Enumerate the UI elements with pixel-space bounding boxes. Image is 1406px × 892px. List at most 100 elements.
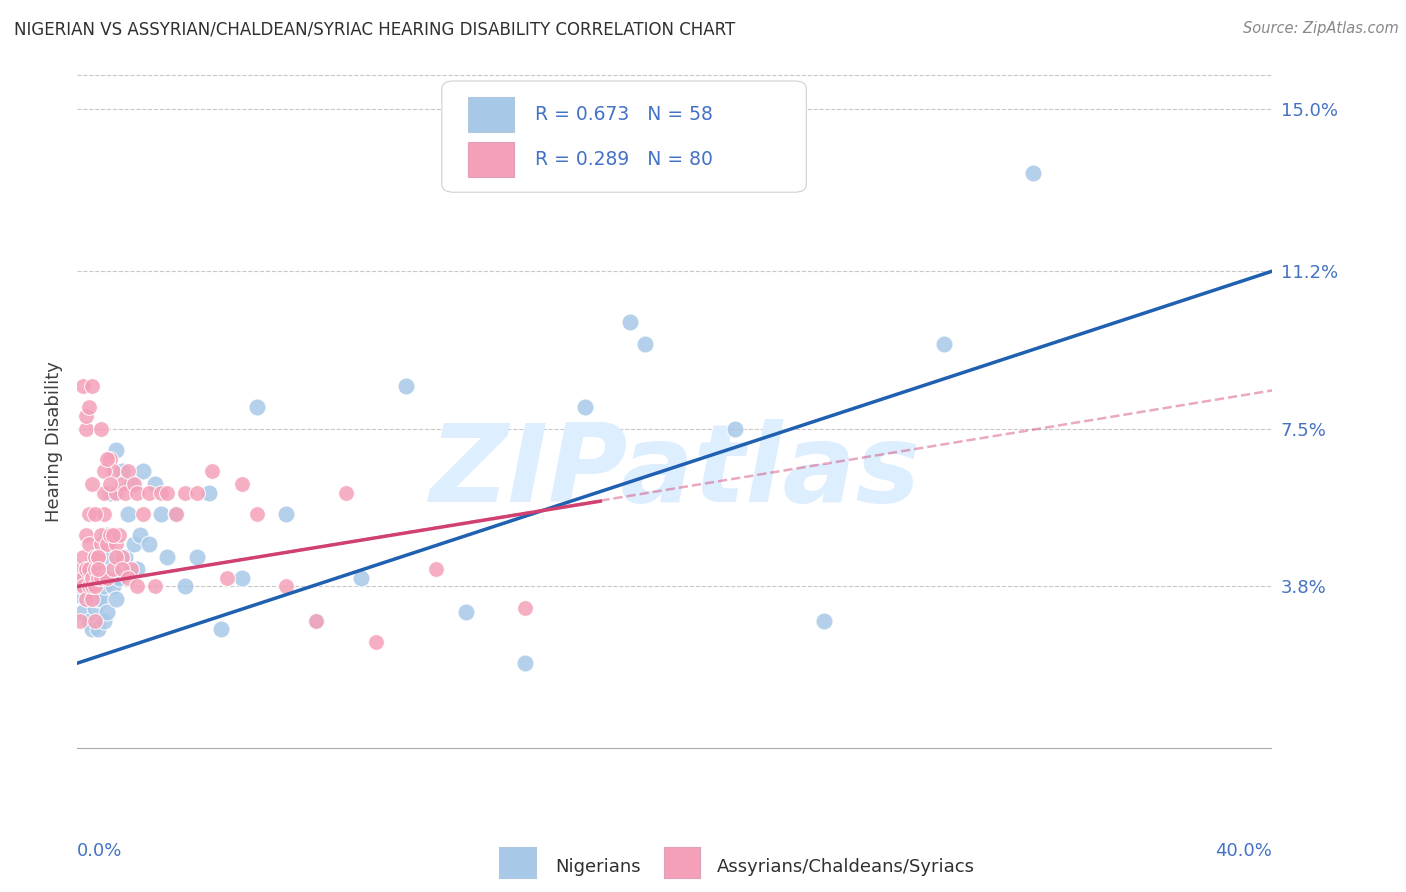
Point	[813, 614, 835, 628]
Point	[79, 537, 101, 551]
Text: Source: ZipAtlas.com: Source: ZipAtlas.com	[1243, 21, 1399, 36]
Point	[96, 605, 118, 619]
FancyBboxPatch shape	[468, 142, 513, 177]
Point	[111, 549, 134, 564]
Point	[246, 507, 269, 521]
Point	[105, 443, 128, 458]
Point	[127, 579, 149, 593]
Point	[84, 562, 107, 576]
Point	[72, 571, 94, 585]
Point	[174, 485, 197, 500]
Point	[84, 571, 107, 585]
Point	[132, 507, 155, 521]
Text: Assyrians/Chaldeans/Syriacs: Assyrians/Chaldeans/Syriacs	[717, 858, 974, 876]
Point	[87, 622, 110, 636]
Point	[138, 537, 160, 551]
Text: 0.0%: 0.0%	[77, 842, 122, 860]
Point	[87, 592, 110, 607]
Point	[122, 477, 145, 491]
Point	[111, 562, 134, 576]
Point	[93, 464, 115, 478]
Point	[120, 477, 142, 491]
Point	[454, 605, 477, 619]
Point	[75, 528, 97, 542]
Point	[129, 528, 152, 542]
Point	[132, 464, 155, 478]
Point	[72, 579, 94, 593]
Point	[111, 464, 134, 478]
Point	[72, 571, 94, 585]
Point	[138, 485, 160, 500]
Point	[724, 422, 747, 436]
Point	[87, 562, 110, 576]
Point	[103, 579, 124, 593]
Point	[215, 571, 238, 585]
FancyBboxPatch shape	[441, 81, 807, 193]
Point	[425, 562, 447, 576]
Point	[276, 507, 298, 521]
Point	[366, 635, 388, 649]
Point	[90, 562, 112, 576]
Point	[105, 549, 128, 564]
Point	[276, 579, 298, 593]
Point	[117, 507, 139, 521]
Point	[120, 562, 142, 576]
Point	[103, 562, 124, 576]
Point	[96, 571, 118, 585]
Text: R = 0.673   N = 58: R = 0.673 N = 58	[536, 104, 713, 124]
Point	[395, 379, 418, 393]
Point	[231, 477, 253, 491]
Point	[72, 379, 94, 393]
Point	[75, 409, 97, 423]
Point	[98, 549, 121, 564]
Point	[150, 507, 173, 521]
Point	[98, 485, 121, 500]
Point	[69, 579, 91, 593]
Point	[350, 571, 373, 585]
Point	[79, 507, 101, 521]
Point	[209, 622, 232, 636]
Text: NIGERIAN VS ASSYRIAN/CHALDEAN/SYRIAC HEARING DISABILITY CORRELATION CHART: NIGERIAN VS ASSYRIAN/CHALDEAN/SYRIAC HEA…	[14, 21, 735, 38]
Point	[90, 537, 112, 551]
Point	[515, 656, 537, 670]
Point	[69, 562, 91, 576]
Point	[79, 562, 101, 576]
Point	[156, 485, 179, 500]
Point	[105, 592, 128, 607]
Point	[127, 562, 149, 576]
Point	[82, 592, 104, 607]
Point	[246, 401, 269, 415]
Point	[98, 477, 121, 491]
Point	[84, 579, 107, 593]
Point	[305, 614, 328, 628]
Point	[122, 537, 145, 551]
Point	[114, 485, 136, 500]
Point	[114, 549, 136, 564]
Point	[201, 464, 224, 478]
Point	[84, 614, 107, 628]
Point	[82, 592, 104, 607]
Point	[186, 485, 208, 500]
Point	[143, 477, 166, 491]
Point	[174, 579, 197, 593]
Point	[515, 600, 537, 615]
Point	[84, 549, 107, 564]
Point	[574, 401, 596, 415]
Point	[96, 537, 118, 551]
Point	[79, 579, 101, 593]
Point	[186, 549, 208, 564]
Point	[143, 579, 166, 593]
Point	[93, 507, 115, 521]
Point	[156, 549, 179, 564]
Point	[305, 614, 328, 628]
Point	[90, 592, 112, 607]
Point	[98, 451, 121, 466]
Point	[117, 571, 139, 585]
Point	[932, 336, 955, 351]
Point	[69, 588, 91, 602]
Point	[87, 549, 110, 564]
Point	[96, 528, 118, 542]
Point	[98, 528, 121, 542]
Point	[87, 571, 110, 585]
Point	[75, 422, 97, 436]
